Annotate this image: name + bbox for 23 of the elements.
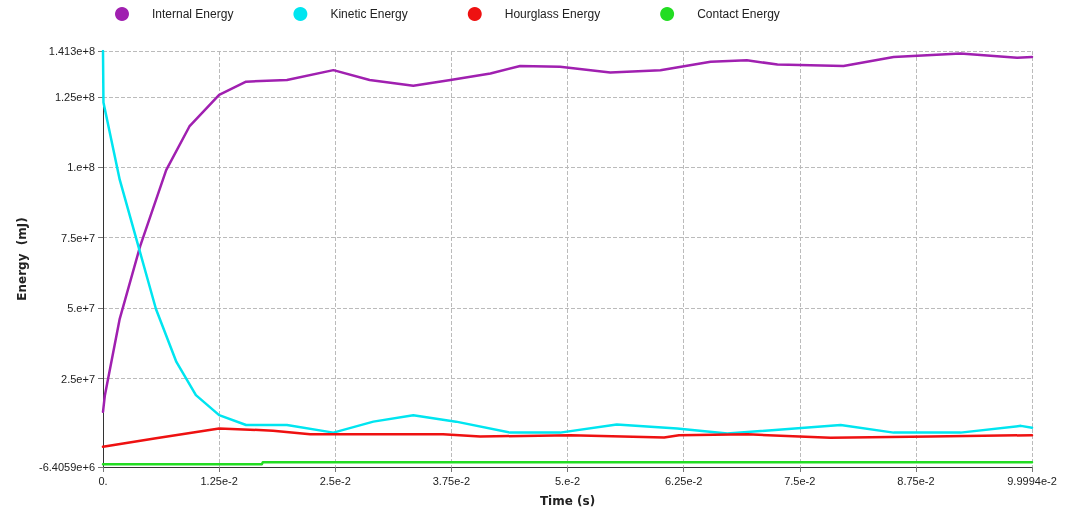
y-tick-label: 1.e+8: [67, 161, 95, 174]
y-axis-title: Energy (mJ): [15, 217, 30, 301]
x-axis-title: Time (s): [539, 494, 596, 508]
line-series: [101, 427, 1034, 448]
x-tick-label: 7.5e-2: [784, 474, 816, 487]
legend-label: Contact Energy: [697, 7, 780, 21]
x-tick-label: 3.75e-2: [432, 474, 471, 487]
x-tick-label: 6.25e-2: [665, 474, 703, 487]
x-tick-label: 8.75e-2: [897, 474, 935, 487]
legend-label: Internal Energy: [152, 7, 234, 21]
y-tick-label: 2.5e+7: [61, 372, 95, 385]
y-tick-label: 7.5e+7: [61, 231, 95, 244]
legend-label: Hourglass Energy: [504, 7, 601, 21]
y-tick-label: 1.25e+8: [54, 90, 95, 103]
x-tick-label: 1.25e-2: [200, 474, 238, 487]
x-tick-label: 2.5e-2: [319, 474, 351, 487]
x-tick-label: 9.9994e-2: [1007, 474, 1057, 487]
x-tick-label: 5.e-2: [554, 474, 581, 487]
x-tick-label: 0.: [98, 474, 108, 487]
y-tick-label: -6.4059e+6: [39, 461, 95, 473]
legend-label: Kinetic Energy: [330, 7, 408, 21]
y-tick-label: 1.413e+8: [48, 45, 95, 57]
y-tick-label: 5.e+7: [67, 302, 95, 315]
